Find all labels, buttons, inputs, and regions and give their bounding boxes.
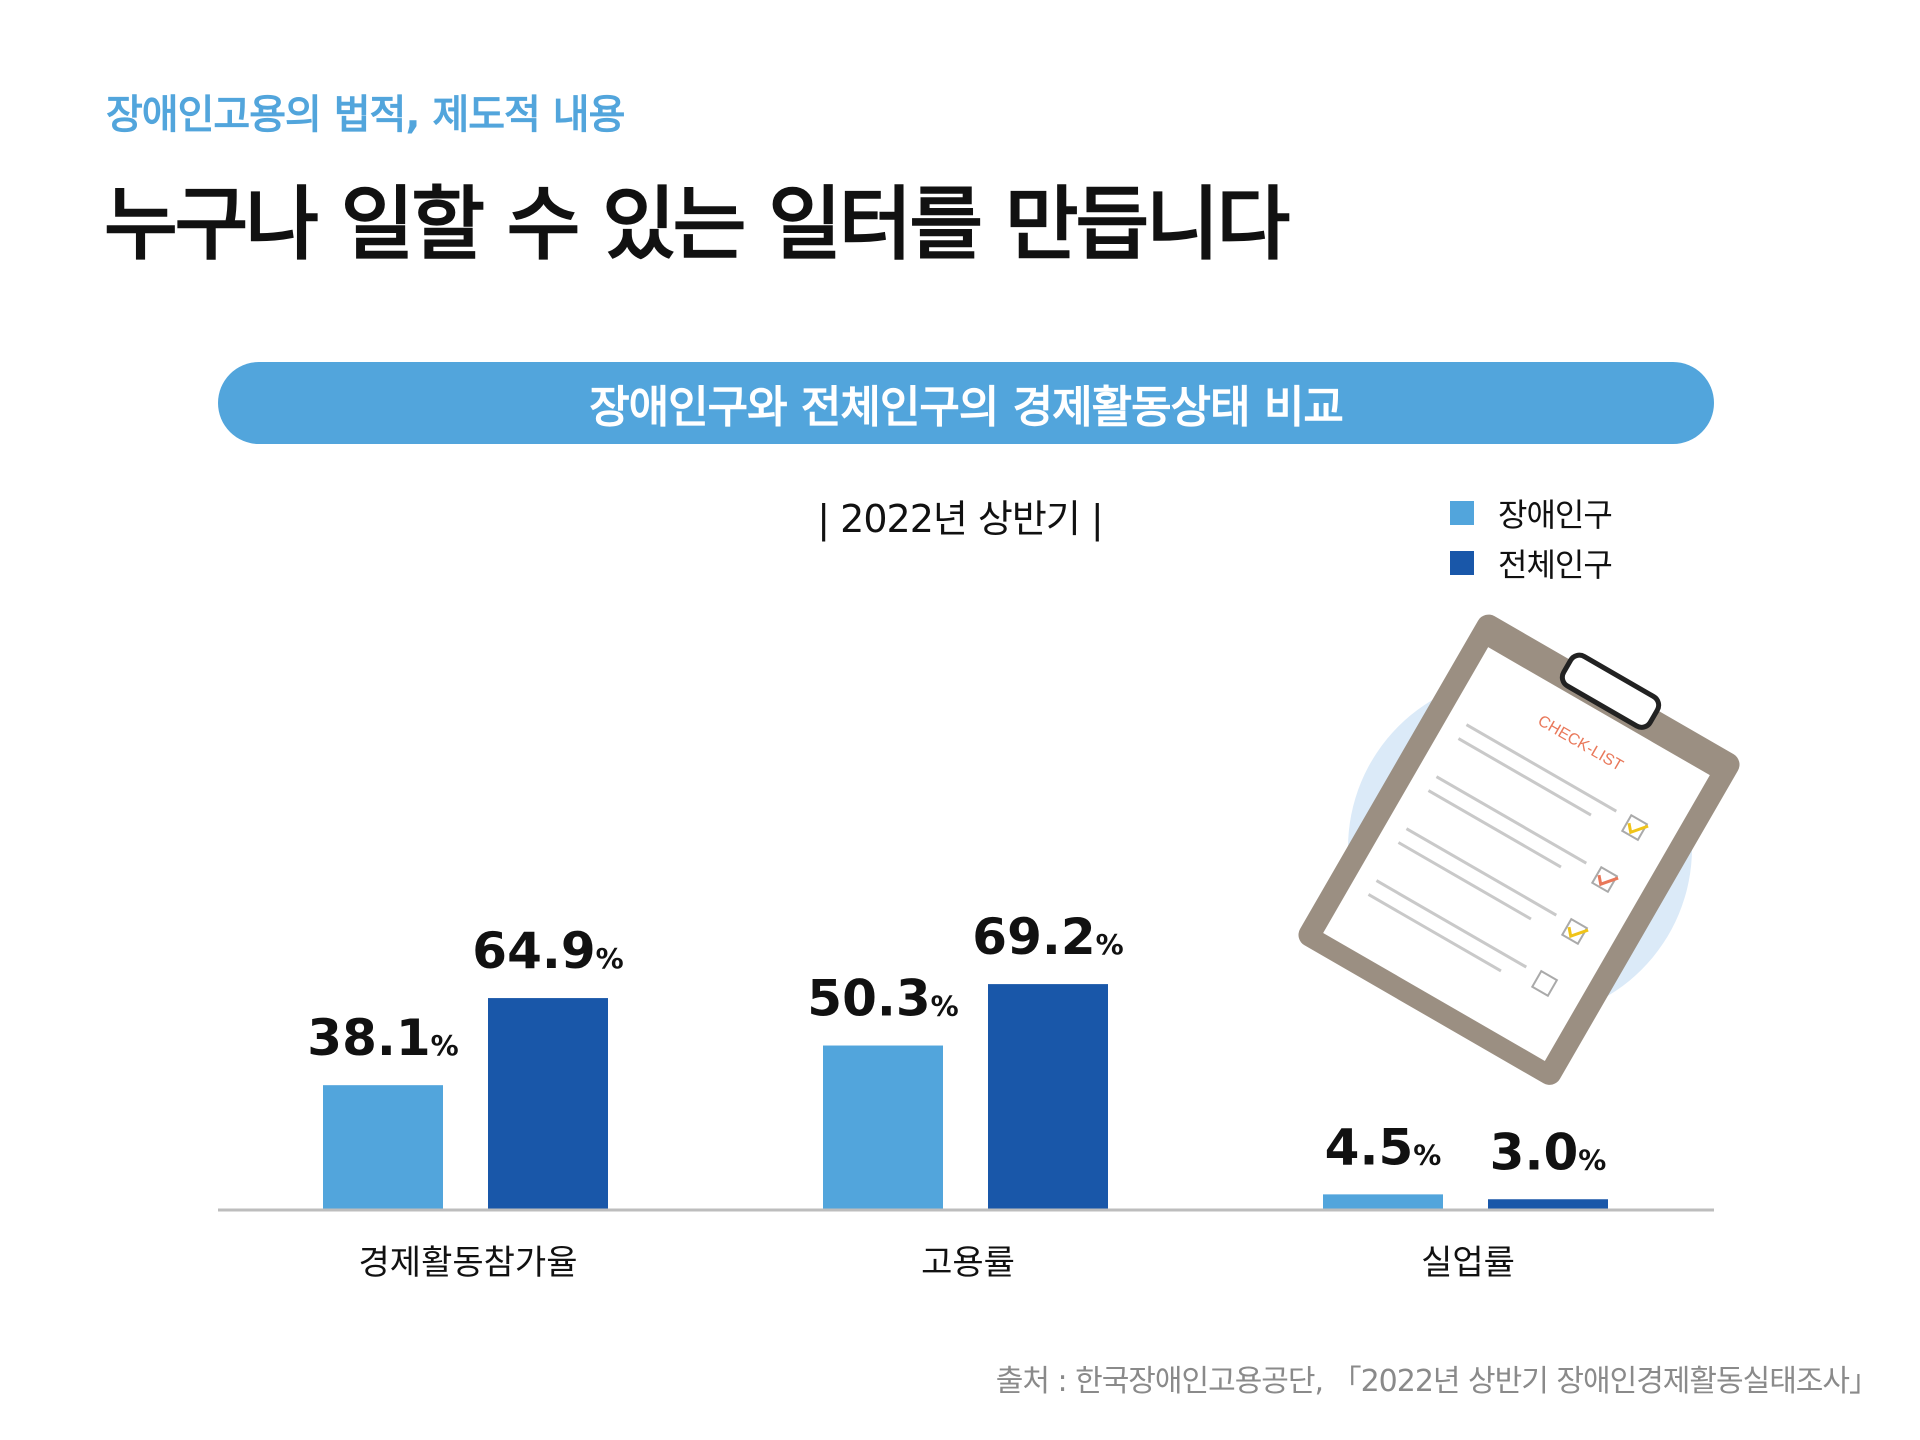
data-label: 4.5% <box>1325 1118 1442 1176</box>
chart-legend: 장애인구 전체인구 <box>1450 488 1613 588</box>
category-label: 경제활동참가율 <box>359 1243 578 1283</box>
page-subtitle: 장애인고용의 법적, 제도적 내용 <box>106 92 625 138</box>
bar-disabled <box>823 1045 943 1209</box>
data-label: 50.3% <box>807 970 958 1028</box>
data-label: 3.0% <box>1490 1123 1607 1181</box>
category-label: 고용률 <box>921 1243 1015 1283</box>
legend-swatch-total <box>1450 551 1474 575</box>
checkmark-icon <box>1627 822 1649 835</box>
bar-disabled <box>323 1085 443 1209</box>
data-label: 38.1% <box>307 1009 458 1067</box>
checkmark-icon <box>1597 874 1619 887</box>
legend-label-total: 전체인구 <box>1498 546 1613 584</box>
category-label: 실업률 <box>1421 1243 1515 1283</box>
legend-item-disabled: 장애인구 <box>1450 488 1613 538</box>
period-label: | 2022년 상반기 | <box>817 497 1103 541</box>
legend-swatch-disabled <box>1450 501 1474 525</box>
source-note: 출처 : 한국장애인고용공단, 「2022년 상반기 장애인경제활동실태조사」 <box>995 1364 1879 1399</box>
bar-disabled <box>1323 1194 1443 1209</box>
bar-total <box>488 998 608 1209</box>
clipboard-checklist-icon: CHECK-LIST <box>1298 614 1740 1085</box>
clipboard-clip <box>1559 652 1662 730</box>
legend-label-disabled: 장애인구 <box>1498 496 1613 534</box>
chart-title: 장애인구와 전체인구의 경제활동상태 비교 <box>589 382 1344 433</box>
checkboxes <box>1530 813 1649 998</box>
checkmark-icon <box>1567 926 1589 939</box>
chart-title-banner: 장애인구와 전체인구의 경제활동상태 비교 <box>218 362 1714 444</box>
checklist-paper <box>1323 647 1710 1061</box>
page-title: 누구나 일할 수 있는 일터를 만듭니다 <box>104 178 1290 271</box>
data-label: 69.2% <box>972 908 1123 966</box>
legend-item-total: 전체인구 <box>1450 538 1613 588</box>
bar-total <box>1488 1199 1608 1209</box>
checklist-lines <box>1367 723 1618 973</box>
data-label: 64.9% <box>472 922 623 980</box>
bar-total <box>988 984 1108 1209</box>
